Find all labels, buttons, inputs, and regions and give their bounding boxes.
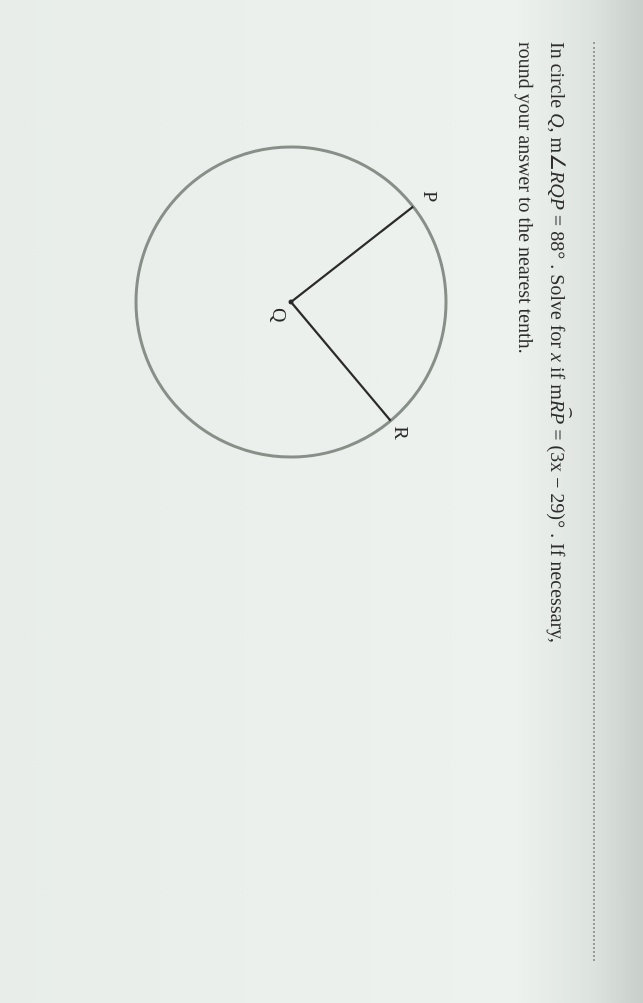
label-P: P	[419, 191, 441, 202]
text: . Solve for	[546, 259, 568, 353]
worksheet-page: In circle Q, m∠RQP = 88° . Solve for x i…	[0, 0, 643, 1003]
text: if m	[546, 362, 568, 400]
label-Q: Q	[268, 308, 290, 323]
text: . If necessary,	[546, 528, 568, 643]
top-divider	[593, 42, 595, 961]
text: =	[546, 424, 568, 445]
circle-diagram: Q P R	[101, 112, 481, 492]
circle-name: Q	[546, 113, 568, 127]
text: , m∠	[546, 128, 568, 172]
problem-statement: In circle Q, m∠RQP = 88° . Solve for x i…	[509, 42, 573, 961]
figure-container: Q P R	[101, 42, 481, 961]
arc-name: RP	[541, 400, 573, 424]
radius-QP	[291, 207, 413, 302]
radius-QR	[291, 302, 391, 421]
text: =	[546, 210, 568, 231]
center-dot	[289, 300, 294, 305]
angle-value: 88°	[546, 231, 568, 259]
solve-variable: x	[546, 353, 568, 362]
text-line2: round your answer to the nearest tenth.	[514, 42, 536, 354]
text: In circle	[546, 42, 568, 113]
arc-expression: (3x − 29)°	[546, 445, 568, 528]
angle-name: RQP	[546, 171, 568, 210]
label-R: R	[390, 426, 412, 440]
